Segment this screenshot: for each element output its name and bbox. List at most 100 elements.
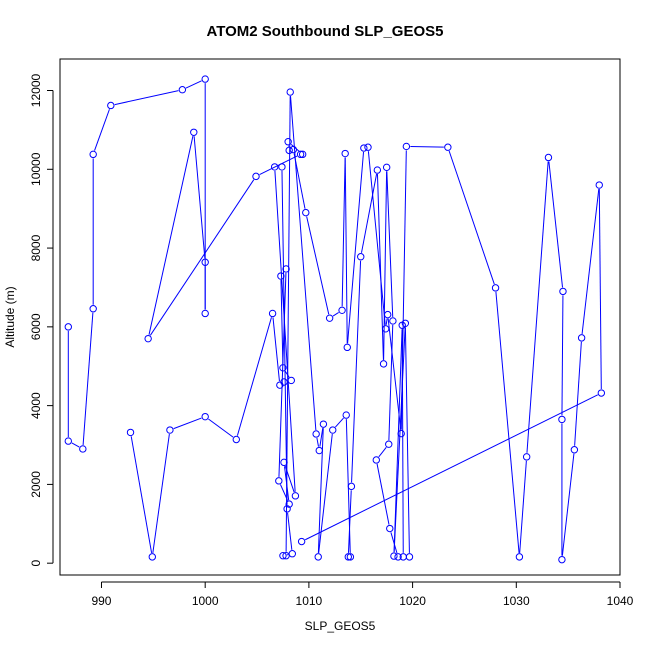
series-1-segment	[561, 295, 564, 416]
data-point	[289, 145, 298, 154]
data-point	[201, 75, 209, 83]
data-point	[385, 440, 393, 448]
series-1-segment	[332, 312, 339, 317]
data-point	[342, 411, 350, 419]
series-2-segment	[152, 433, 170, 553]
series-2-segment	[383, 171, 388, 360]
data-point	[288, 550, 296, 558]
data-point	[297, 537, 306, 546]
data-point	[389, 317, 397, 325]
series-1-segment	[561, 453, 575, 556]
series-1-segment	[82, 312, 94, 446]
data-point	[346, 553, 355, 561]
series-1-segment	[347, 151, 365, 344]
series-2-segment	[274, 170, 296, 492]
data-point	[287, 376, 295, 385]
series-2-segment	[173, 417, 202, 430]
series-2-segment	[281, 170, 288, 505]
data-point	[270, 163, 279, 171]
x-tick-label: 1020	[399, 594, 426, 608]
series-1-segment	[304, 394, 598, 541]
plot-area	[59, 58, 621, 576]
series-2-segment	[278, 272, 287, 477]
data-point	[386, 524, 394, 533]
y-tick-label: 12000	[29, 74, 43, 108]
data-point	[312, 430, 320, 438]
data-point	[296, 150, 305, 159]
series-2-segment	[287, 512, 293, 550]
series-2-segment	[319, 428, 324, 447]
series-2-segment	[376, 463, 390, 525]
data-point	[379, 360, 388, 368]
data-point	[401, 319, 410, 328]
series-1-segment	[148, 136, 194, 335]
data-point	[201, 258, 209, 266]
data-point	[558, 555, 566, 564]
data-point	[275, 477, 283, 485]
series-2-segment	[361, 173, 378, 253]
data-point	[268, 309, 277, 318]
data-point	[201, 412, 209, 421]
series-1-segment	[94, 109, 110, 151]
data-point	[522, 453, 531, 461]
series-2-segment	[393, 329, 403, 553]
series-1-segment	[548, 161, 564, 288]
data-point	[559, 287, 567, 296]
data-point	[397, 429, 405, 438]
data-point	[360, 144, 368, 152]
x-tick-label: 990	[91, 594, 111, 608]
data-point	[166, 426, 174, 434]
x-tick-label: 1000	[192, 594, 219, 608]
series-2-segment	[347, 490, 352, 553]
y-tick-label: 4000	[29, 392, 43, 419]
data-point	[341, 149, 349, 158]
series-1-segment	[495, 291, 520, 553]
series-2-segment	[130, 436, 153, 554]
series-2-segment	[284, 370, 290, 378]
series-2-segment	[318, 433, 333, 553]
data-point	[89, 305, 97, 313]
series-1-segment	[193, 136, 206, 259]
data-point	[79, 445, 87, 453]
x-axis-label: SLP_GEOS5	[305, 619, 376, 633]
y-tick-label: 6000	[29, 313, 43, 340]
series-2-segment	[393, 327, 406, 553]
data-point	[319, 420, 328, 428]
data-point	[357, 253, 365, 261]
data-point	[364, 143, 372, 151]
y-tick-label: 10000	[29, 152, 43, 186]
data-point	[286, 88, 294, 96]
data-point	[382, 163, 391, 172]
series-1-segment	[114, 90, 179, 106]
data-point	[178, 86, 187, 94]
x-tick-label: 1030	[503, 594, 530, 608]
chart-title: ATOM2 Southbound SLP_GEOS5	[207, 23, 444, 40]
data-point	[280, 458, 288, 467]
series-1-segment	[149, 179, 255, 336]
series-1-segment	[581, 188, 600, 334]
series-1-segment	[519, 460, 527, 553]
x-tick-label: 1040	[607, 594, 634, 608]
data-point	[64, 323, 72, 331]
data-point	[343, 343, 351, 352]
data-point	[201, 309, 209, 318]
series-2-segment	[386, 171, 394, 317]
data-point	[384, 310, 392, 319]
data-point	[390, 552, 398, 560]
series-2-segment	[335, 417, 344, 428]
data-point	[279, 551, 287, 560]
series-2-segment	[290, 96, 317, 431]
series-2-segment	[351, 260, 362, 483]
data-point	[280, 378, 288, 386]
y-tick-label: 0	[29, 560, 43, 567]
series-1-segment	[341, 157, 346, 307]
data-point	[515, 553, 524, 561]
series-1-segment	[259, 155, 298, 176]
data-point	[373, 166, 382, 174]
data-point	[597, 389, 606, 397]
data-point	[595, 181, 603, 189]
data-point	[285, 500, 293, 508]
data-point	[190, 128, 198, 136]
data-point	[344, 553, 352, 561]
